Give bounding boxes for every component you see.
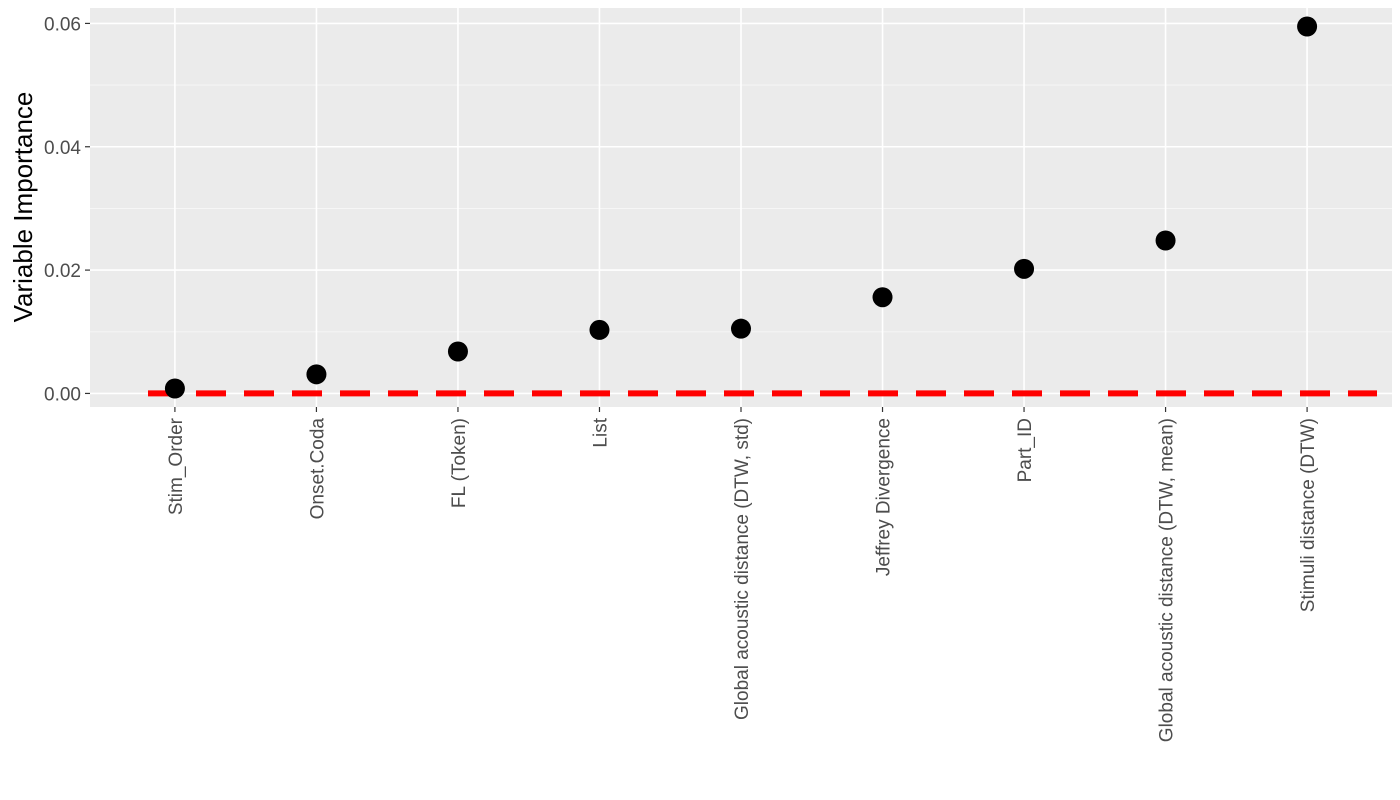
data-point	[306, 364, 327, 385]
x-tick-label: Global acoustic distance (DTW, std)	[732, 418, 753, 720]
data-point	[731, 318, 751, 339]
y-tick-label: 0.04	[44, 138, 81, 159]
y-tick-label: 0.02	[44, 261, 81, 282]
x-tick-label: Global acoustic distance (DTW, mean)	[1157, 418, 1178, 742]
x-tick-label: List	[590, 417, 611, 447]
data-point	[1297, 16, 1318, 37]
x-axis: Stim_Order Onset.Coda FL (Token) List Global…	[166, 407, 1319, 742]
data-point	[589, 319, 610, 340]
y-tick-label: 0.06	[44, 14, 81, 35]
y-axis: 0.00 0.02 0.04 0.06	[44, 14, 90, 405]
data-point	[164, 378, 185, 399]
y-axis-title: Variable Importance	[8, 92, 38, 323]
y-tick-label: 0.00	[44, 384, 81, 405]
data-points	[164, 16, 1318, 399]
data-point	[1014, 258, 1035, 279]
x-tick-label: FL (Token)	[449, 418, 470, 508]
x-tick-label: Part_ID	[1015, 418, 1036, 482]
x-tick-label: Stimuli distance (DTW)	[1298, 418, 1319, 612]
gridlines	[90, 8, 1392, 407]
data-point	[1155, 230, 1176, 251]
x-tick-label: Jeffrey Divergence	[874, 418, 895, 576]
x-tick-label: Stim_Order	[166, 417, 187, 515]
data-point	[447, 341, 468, 362]
x-tick-label: Onset.Coda	[307, 418, 328, 520]
data-point	[872, 287, 893, 308]
